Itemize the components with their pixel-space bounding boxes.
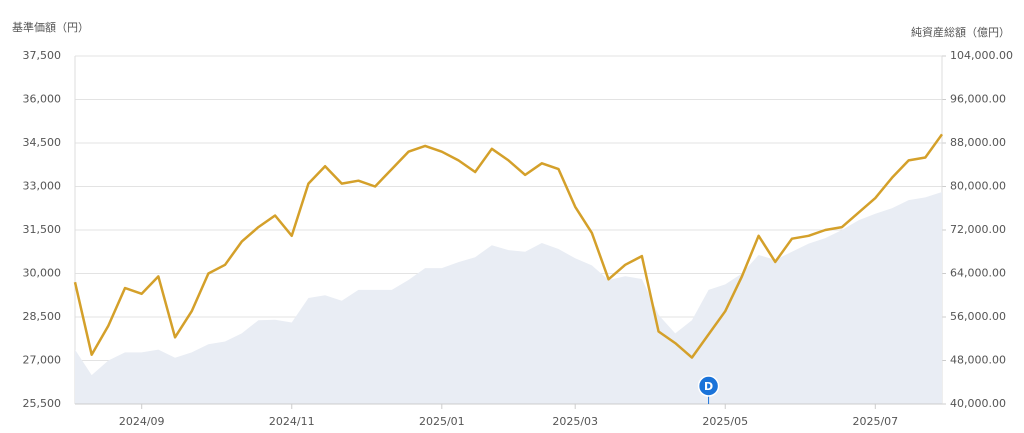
x-tick-label: 2025/05	[702, 415, 748, 428]
x-tick-label: 2024/11	[269, 415, 315, 428]
y2-tick-label: 72,000.00	[950, 223, 1006, 236]
y-tick-label: 33,000	[23, 180, 62, 193]
y-tick-label: 31,500	[23, 223, 62, 236]
marker-label: D	[704, 380, 713, 393]
y-tick-label: 25,500	[23, 397, 62, 410]
area	[75, 191, 942, 404]
y-tick-label: 27,000	[23, 354, 62, 367]
x-tick-label: 2025/07	[852, 415, 898, 428]
x-tick-label: 2025/03	[552, 415, 598, 428]
y2-tick-label: 40,000.00	[950, 397, 1006, 410]
y-tick-label: 28,500	[23, 310, 62, 323]
y2-tick-label: 104,000.00	[950, 49, 1013, 62]
x-tick-label: 2025/01	[419, 415, 465, 428]
y2-tick-label: 96,000.00	[950, 93, 1006, 106]
x-tick-label: 2024/09	[119, 415, 165, 428]
y-tick-label: 34,500	[23, 136, 62, 149]
y2-tick-label: 80,000.00	[950, 180, 1006, 193]
y-tick-label: 30,000	[23, 267, 62, 280]
y2-tick-label: 48,000.00	[950, 354, 1006, 367]
line	[73, 133, 944, 359]
y-tick-label: 37,500	[23, 49, 62, 62]
y-axis-label: 基準価額（円）	[12, 20, 89, 34]
y2-axis-label: 純資産総額（億円）	[911, 25, 1010, 39]
y2-tick-label: 64,000.00	[950, 267, 1006, 280]
y-tick-label: 36,000	[23, 93, 62, 106]
dividend-marker[interactable]	[697, 375, 720, 397]
y2-tick-label: 56,000.00	[950, 310, 1006, 323]
y2-tick-label: 88,000.00	[950, 136, 1006, 149]
